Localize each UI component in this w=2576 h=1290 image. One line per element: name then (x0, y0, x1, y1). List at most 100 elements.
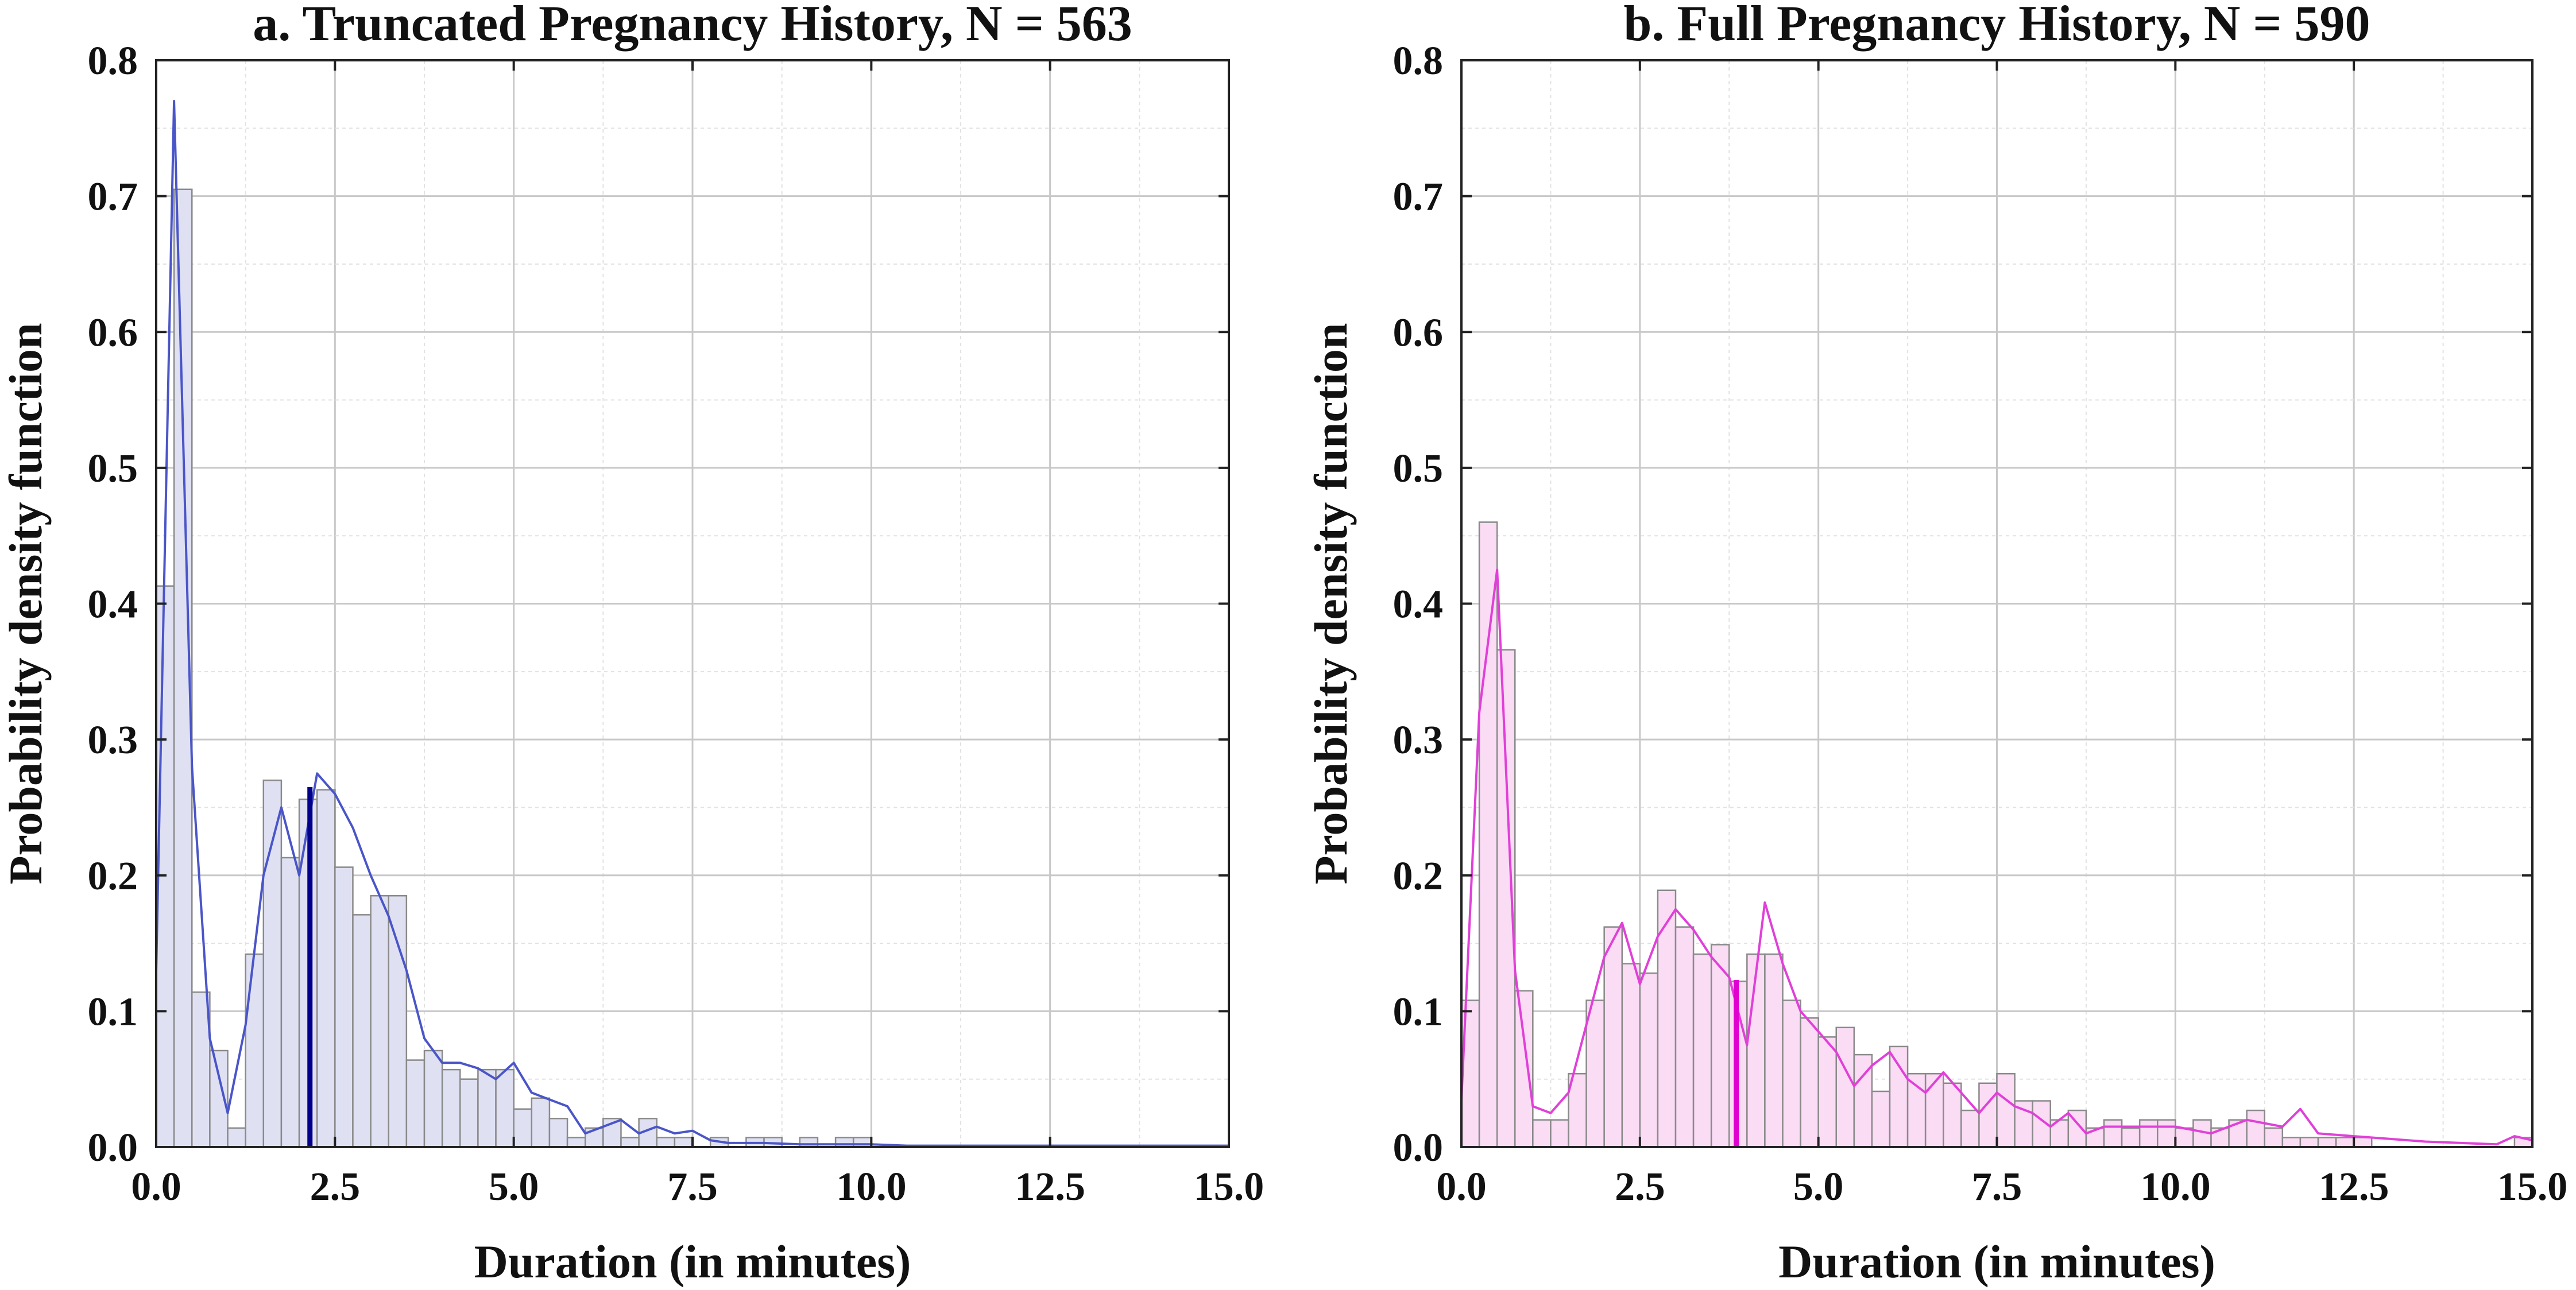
histogram-bar (477, 1068, 497, 1148)
histogram-bar (1478, 521, 1498, 1148)
histogram-bar (352, 914, 372, 1148)
y-tick-label: 0.8 (88, 39, 138, 83)
histogram-bar (1514, 990, 1534, 1148)
histogram-bar (620, 1137, 640, 1148)
histogram-bar (2299, 1137, 2319, 1148)
histogram-bar (2103, 1119, 2123, 1148)
density-line (155, 100, 1229, 1147)
histogram-bar (2317, 1137, 2337, 1148)
y-tick-label: 0.5 (88, 447, 138, 491)
y-tick-label: 0.3 (1393, 718, 1444, 762)
histogram-bar (316, 789, 336, 1148)
histogram-bar (1550, 1119, 1569, 1148)
histogram-bar (1568, 1072, 1587, 1148)
y-tick-label: 0.8 (1393, 39, 1444, 83)
histogram-bar (2281, 1137, 2302, 1148)
ticks: 0.0 2.5 5.0 7.5 10.0 12.5 15.0 0.0 0.1 0.2 0.3 0.4 0… (1393, 39, 2568, 1209)
histogram-bar (513, 1108, 533, 1148)
histogram-bar (2138, 1119, 2159, 1148)
histogram-bar (1943, 1082, 1962, 1148)
x-tick-label: 2.5 (1615, 1165, 1665, 1209)
x-tick-label: 5.0 (1793, 1165, 1844, 1209)
histogram-bar (1710, 944, 1730, 1148)
grid (1460, 59, 2534, 1148)
y-tick-label: 0.3 (88, 718, 138, 762)
histogram-bar (1692, 953, 1712, 1148)
histogram-bar (1996, 1072, 2016, 1148)
histogram-bar (1657, 889, 1677, 1148)
histogram-bar (441, 1068, 461, 1148)
histogram-bar (280, 857, 300, 1148)
y-tick-label: 0.2 (1393, 854, 1444, 898)
y-tick-label: 0.2 (88, 854, 138, 898)
y-tick-label: 0.7 (1393, 175, 1444, 219)
histogram-bar (2246, 1109, 2266, 1148)
histogram-bar (1585, 1000, 1605, 1148)
x-tick-label: 2.5 (310, 1165, 361, 1209)
y-tick-label: 0.0 (88, 1126, 138, 1170)
histogram-bar (405, 1059, 426, 1148)
x-tick-label: 12.5 (1015, 1165, 1085, 1209)
histogram-bar (1835, 1026, 1855, 1148)
histogram-bar (423, 1049, 443, 1148)
y-tick-label: 0.4 (88, 583, 138, 627)
x-tick-label: 15.0 (1194, 1165, 1264, 1209)
x-tick-label: 10.0 (2140, 1165, 2211, 1209)
histogram-bar (1960, 1109, 1980, 1148)
histogram-bar (799, 1137, 819, 1148)
histogram-bar (1871, 1090, 1891, 1148)
chart-title: b. Full Pregnancy History, N = 590 (1623, 0, 2370, 52)
histogram-bar (1621, 963, 1641, 1148)
x-axis-label: Duration (in minutes) (1778, 1235, 2215, 1288)
histogram-bar (834, 1137, 854, 1148)
histogram-bar (495, 1068, 515, 1148)
histogram-bar (1532, 1119, 1552, 1148)
x-axis-label: Duration (in minutes) (474, 1235, 911, 1288)
y-tick-label: 0.1 (88, 990, 138, 1034)
histogram-bar (1817, 1036, 1838, 1148)
histogram-bar (852, 1137, 872, 1148)
y-tick-label: 0.6 (1393, 311, 1444, 355)
histogram-bar (262, 779, 283, 1148)
histogram-bar (602, 1118, 622, 1148)
y-axis-label: Probability density function (1305, 323, 1357, 884)
histogram-bar (459, 1078, 479, 1148)
chart-title: a. Truncated Pregnancy History, N = 563 (253, 0, 1132, 52)
y-axis-label: Probability density function (0, 323, 52, 884)
histogram-bar (1924, 1072, 1944, 1148)
histogram-bar (370, 894, 389, 1148)
histogram-bar (1746, 953, 1766, 1148)
histogram-bar (1889, 1045, 1909, 1148)
density-line (1460, 568, 2533, 1146)
x-tick-label: 15.0 (2497, 1165, 2568, 1209)
x-tick-label: 7.5 (667, 1165, 718, 1209)
panel-b: 0.0 2.5 5.0 7.5 10.0 12.5 15.0 0.0 0.1 0.2 0.3 0.4 0… (1305, 0, 2567, 1288)
panel-a: 0.0 2.5 5.0 7.5 10.0 12.5 15.0 0.0 0.1 0.2 0.3 0.4 0… (0, 0, 1264, 1288)
x-tick-label: 0.0 (1436, 1165, 1487, 1209)
histogram-bar (1782, 1000, 1801, 1148)
histogram-bar (245, 953, 265, 1148)
histogram-bar (1764, 953, 1784, 1148)
x-tick-label: 0.0 (131, 1165, 181, 1209)
x-tick-label: 7.5 (1972, 1165, 2022, 1209)
y-tick-label: 0.4 (1393, 583, 1444, 627)
histogram-bar (548, 1118, 568, 1148)
x-tick-label: 5.0 (489, 1165, 539, 1209)
x-tick-label: 10.0 (836, 1165, 907, 1209)
histogram-bar (2175, 1127, 2194, 1148)
y-tick-label: 0.7 (88, 175, 138, 219)
y-tick-label: 0.5 (1393, 447, 1444, 491)
y-tick-label: 0.6 (88, 311, 138, 355)
histogram-bar (674, 1137, 694, 1148)
y-tick-label: 0.1 (1393, 990, 1444, 1034)
ticks: 0.0 2.5 5.0 7.5 10.0 12.5 15.0 0.0 0.1 0.2 0.3 0.4 0… (88, 39, 1264, 1209)
histogram-bar (656, 1137, 676, 1148)
histogram-bar (1603, 926, 1623, 1148)
histogram-bar (334, 866, 354, 1148)
y-tick-label: 0.0 (1393, 1126, 1444, 1170)
histogram-bar (227, 1127, 246, 1148)
histogram-bar (2264, 1127, 2284, 1148)
histogram-bar (2121, 1127, 2141, 1148)
histogram-bar (1800, 1017, 1819, 1148)
